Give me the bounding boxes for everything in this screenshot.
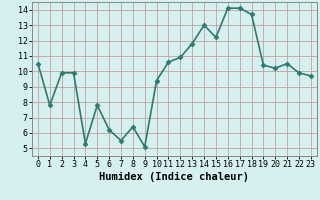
X-axis label: Humidex (Indice chaleur): Humidex (Indice chaleur) xyxy=(100,172,249,182)
